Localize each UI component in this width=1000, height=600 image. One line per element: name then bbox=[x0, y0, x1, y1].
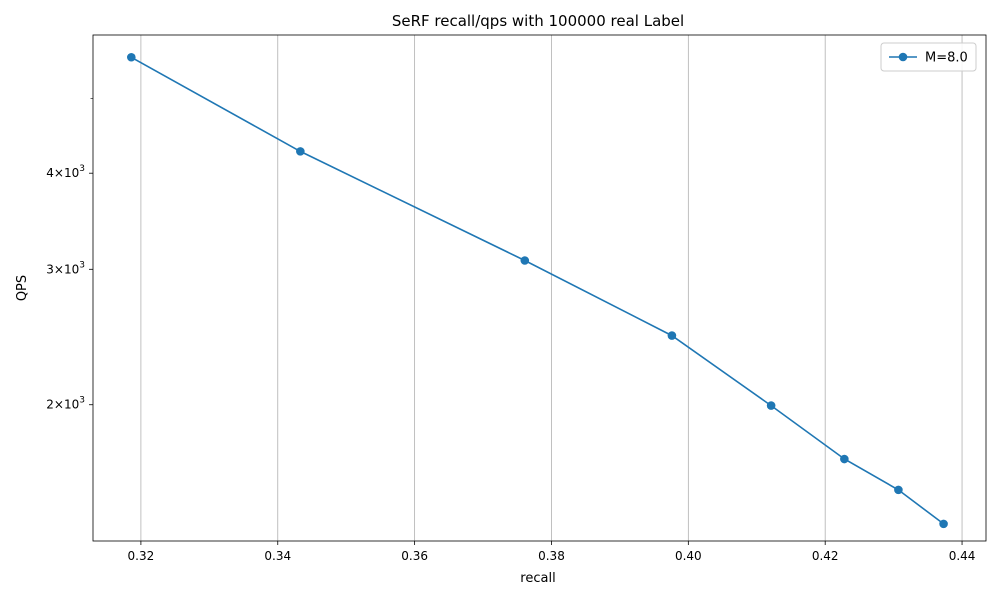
legend-box bbox=[880, 42, 977, 72]
chart-title: SeRF recall/qps with 100000 real Label bbox=[392, 12, 684, 30]
legend: M=8.0 bbox=[880, 42, 977, 72]
x-tick-label: 0.32 bbox=[128, 549, 155, 563]
y-tick-label: 3×103 bbox=[46, 260, 85, 276]
series-group bbox=[127, 52, 948, 529]
data-point bbox=[127, 52, 136, 62]
grid-lines bbox=[140, 35, 963, 541]
x-tick-label: 0.44 bbox=[949, 549, 976, 563]
x-tick-label: 0.38 bbox=[538, 549, 565, 563]
x-axis-label: recall bbox=[520, 571, 555, 586]
x-tick-label: 0.42 bbox=[812, 549, 839, 563]
legend-label: M=8.0 bbox=[925, 51, 968, 66]
axes: 0.32 0.34 0.36 0.38 0.40 0.42 0.44 2×103 3×103 4×… bbox=[46, 34, 987, 563]
data-point bbox=[520, 256, 530, 265]
x-tick-label: 0.34 bbox=[264, 549, 291, 563]
plot-frame bbox=[92, 34, 987, 542]
data-point bbox=[296, 147, 305, 156]
data-point bbox=[840, 454, 849, 464]
series-line bbox=[130, 56, 945, 525]
y-tick-label: 4×103 bbox=[46, 164, 85, 180]
data-point bbox=[894, 485, 903, 495]
x-tick-label: 0.40 bbox=[675, 549, 702, 563]
legend-marker bbox=[898, 52, 908, 62]
y-axis-label: QPS bbox=[15, 275, 30, 301]
data-point bbox=[939, 519, 948, 529]
y-tick-label: 2×103 bbox=[46, 396, 85, 412]
data-point bbox=[766, 401, 776, 410]
x-tick-label: 0.36 bbox=[401, 549, 428, 563]
data-point bbox=[667, 331, 677, 340]
